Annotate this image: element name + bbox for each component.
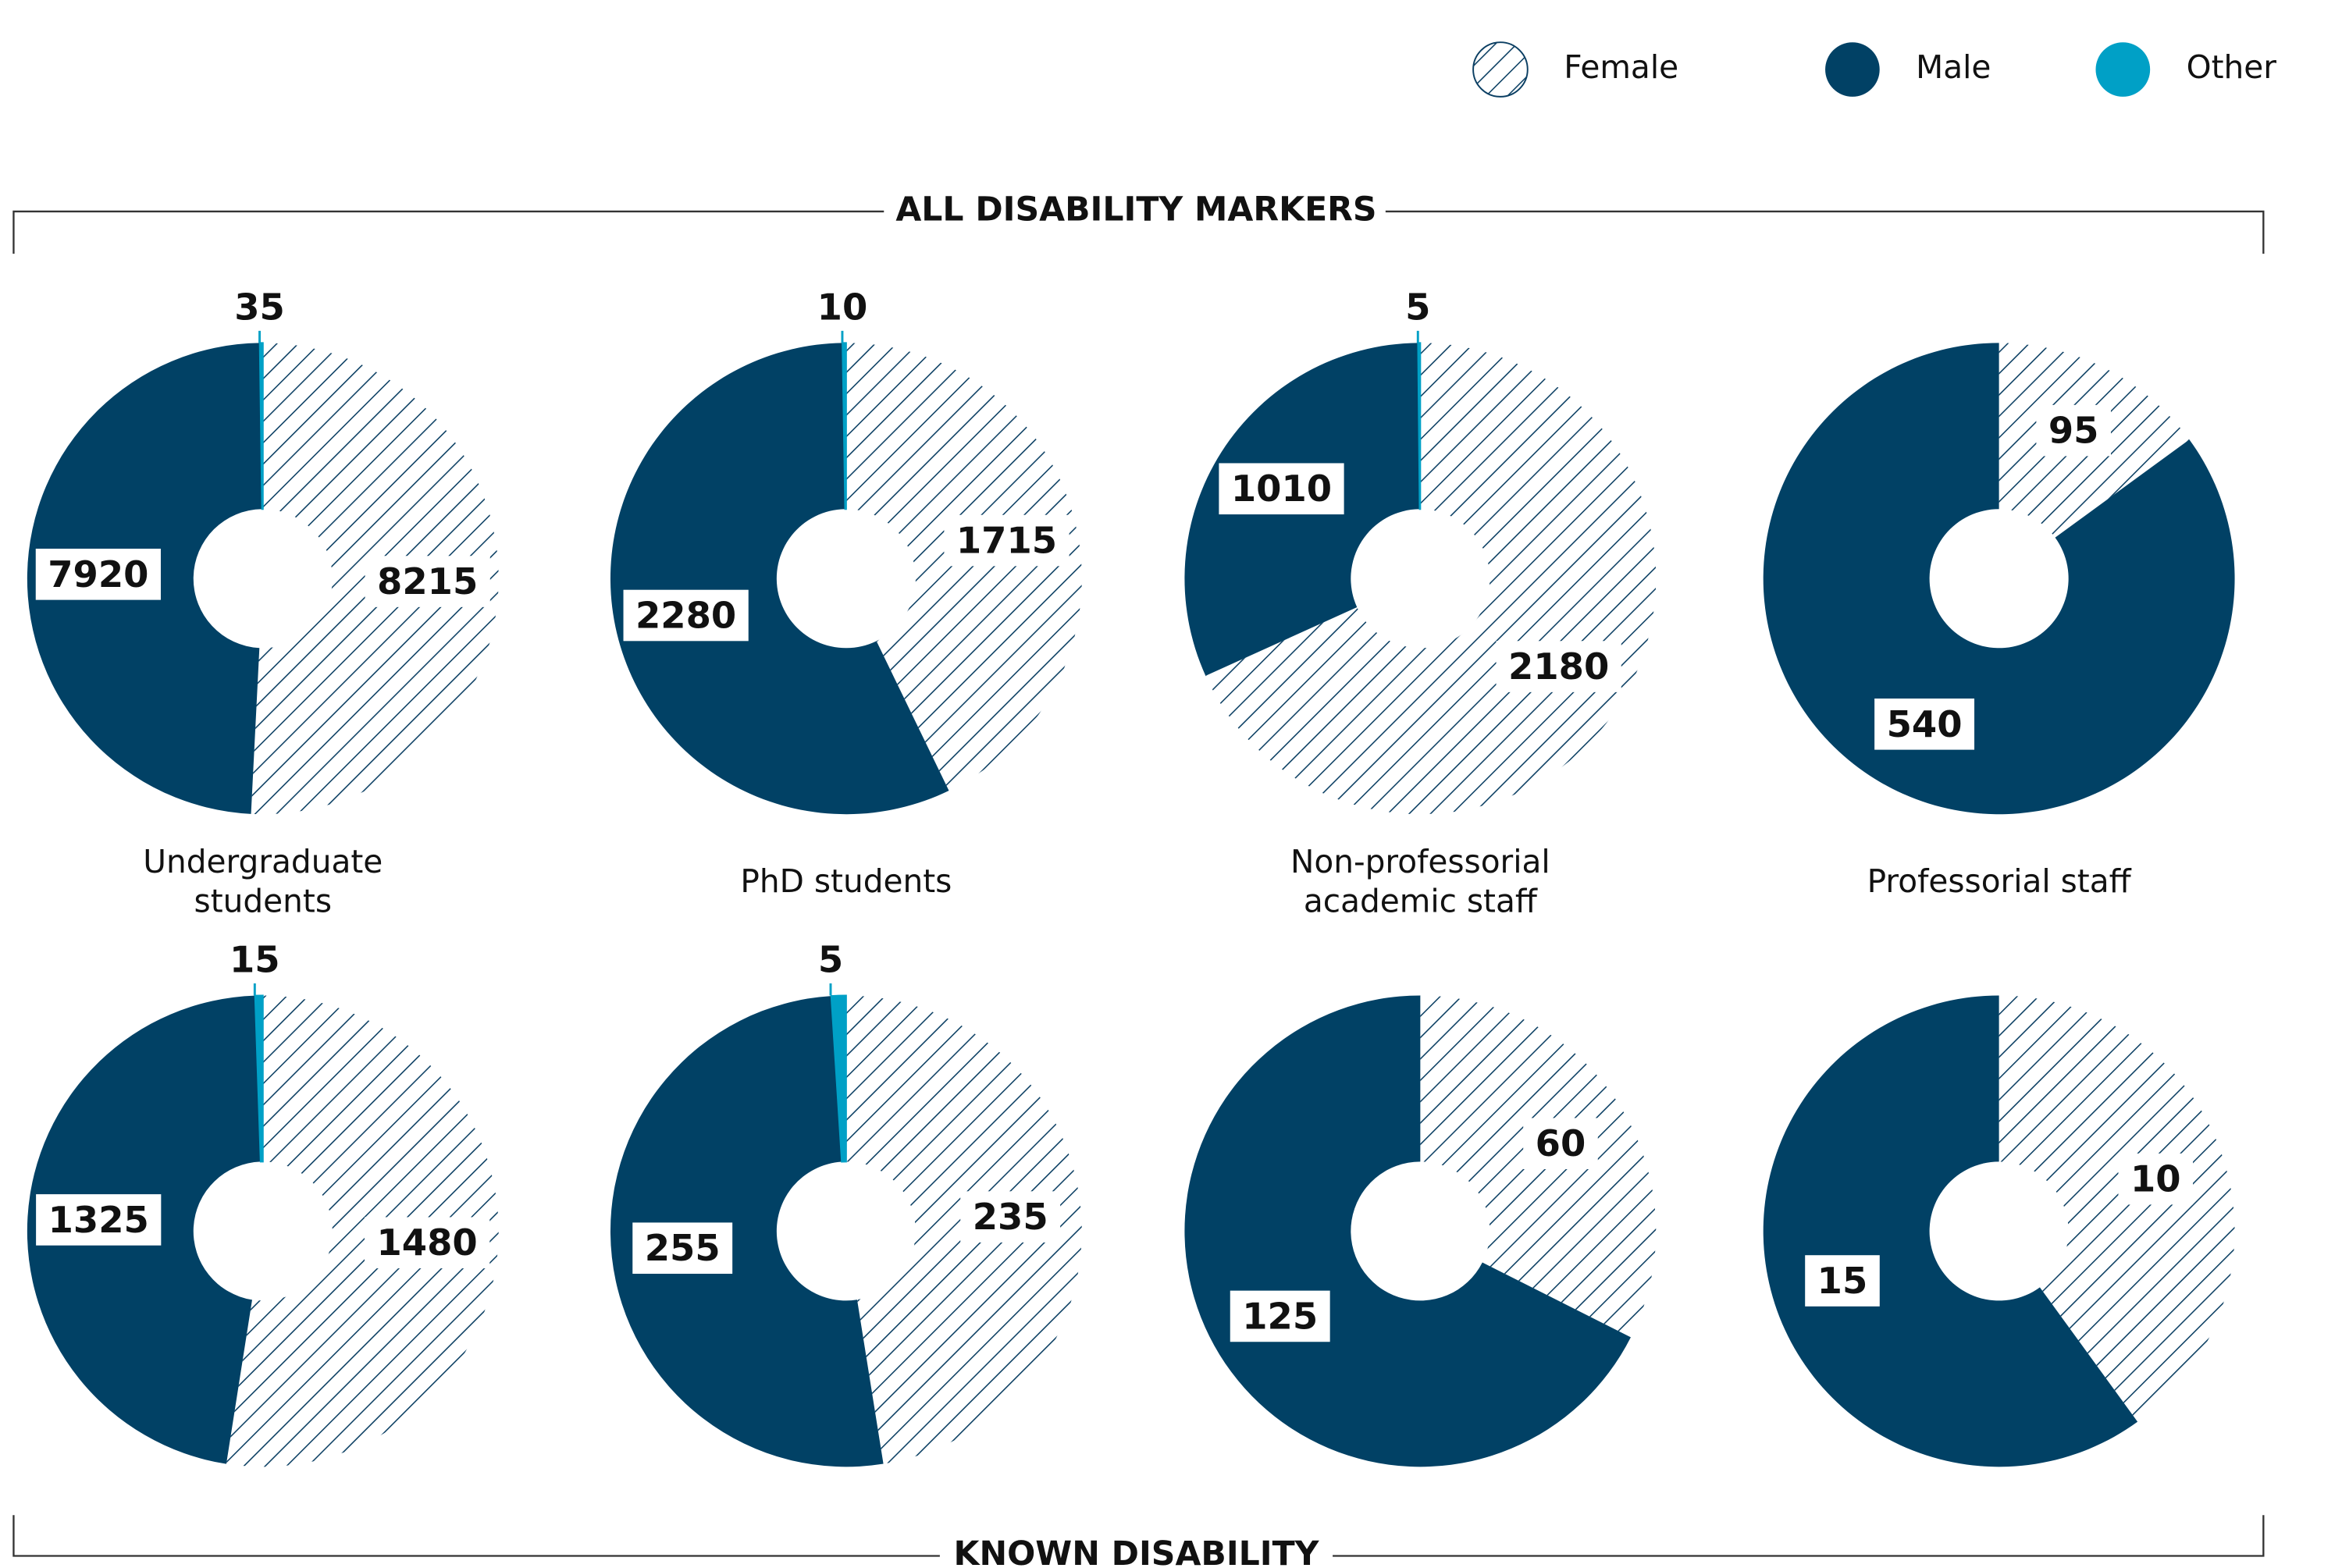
value-label: 8215 bbox=[377, 560, 478, 603]
label-box bbox=[36, 1194, 162, 1246]
frame-bottom bbox=[12, 1515, 2265, 1557]
value-label: 5 bbox=[1405, 286, 1430, 328]
donut-slice bbox=[1763, 343, 2235, 815]
value-label: 15 bbox=[230, 938, 280, 980]
donut-slice bbox=[1205, 343, 1657, 815]
group-label: Professorial staff bbox=[1867, 862, 2132, 900]
donut-slice bbox=[845, 343, 1082, 791]
donut-slice bbox=[830, 994, 847, 1163]
donut-slice bbox=[1999, 995, 2235, 1422]
value-label: 2280 bbox=[635, 594, 736, 636]
legend-label: Other bbox=[2187, 48, 2277, 86]
group-label: Undergraduate bbox=[143, 843, 383, 880]
legend-label: Female bbox=[1564, 48, 1678, 86]
value-label: 35 bbox=[234, 286, 285, 328]
value-label: 235 bbox=[973, 1196, 1048, 1238]
value-label: 255 bbox=[645, 1227, 721, 1269]
value-label: 1010 bbox=[1231, 468, 1332, 510]
value-label: 95 bbox=[2048, 410, 2099, 452]
group-label: Non-professorial bbox=[1290, 843, 1550, 880]
label-box bbox=[2118, 1153, 2194, 1205]
legend-swatch bbox=[2095, 42, 2151, 97]
label-box bbox=[365, 1217, 490, 1269]
donut-slice bbox=[1763, 995, 2138, 1467]
donut-slice bbox=[254, 994, 264, 1163]
label-box bbox=[632, 1222, 733, 1275]
section-title: KNOWN DISABILITY bbox=[953, 1534, 1319, 1568]
donut-slice bbox=[1417, 342, 1422, 510]
value-label: 10 bbox=[817, 286, 868, 328]
legend-swatch bbox=[1825, 42, 1880, 97]
value-label: 1715 bbox=[956, 520, 1057, 562]
value-label: 5 bbox=[818, 938, 843, 980]
label-box bbox=[960, 1191, 1061, 1243]
label-box bbox=[1496, 641, 1621, 692]
label-box bbox=[1230, 1290, 1330, 1342]
value-label: 1480 bbox=[376, 1221, 477, 1264]
label-box bbox=[365, 556, 490, 607]
value-label: 125 bbox=[1242, 1295, 1318, 1337]
donut-slice bbox=[258, 342, 264, 510]
value-label: 7920 bbox=[48, 553, 148, 596]
value-label: 60 bbox=[1536, 1122, 1586, 1164]
section-title: ALL DISABILITY MARKERS bbox=[895, 190, 1376, 229]
group-label: students bbox=[194, 882, 332, 919]
label-box bbox=[35, 549, 161, 600]
donut-slice bbox=[1184, 995, 1631, 1467]
label-box bbox=[623, 589, 749, 642]
label-box bbox=[1523, 1118, 1598, 1170]
legend-swatch bbox=[1472, 41, 1529, 98]
label-box bbox=[1805, 1255, 1880, 1307]
group-label: PhD students bbox=[740, 862, 952, 900]
donut-slice bbox=[610, 343, 949, 815]
donut-slice bbox=[610, 996, 884, 1467]
value-label: 15 bbox=[1817, 1260, 1868, 1302]
value-label: 2180 bbox=[1508, 645, 1609, 688]
legend-label: Male bbox=[1916, 48, 1991, 86]
value-label: 10 bbox=[2130, 1158, 2181, 1200]
frame-top bbox=[12, 210, 2265, 254]
value-label: 1325 bbox=[48, 1199, 149, 1241]
donut-slice bbox=[842, 342, 847, 510]
label-box bbox=[944, 514, 1070, 567]
label-box bbox=[1219, 463, 1344, 515]
donut-slice bbox=[226, 995, 499, 1467]
label-box bbox=[2036, 404, 2111, 457]
group-label: academic staff bbox=[1304, 882, 1538, 919]
label-box bbox=[1874, 698, 1975, 750]
value-label: 540 bbox=[1887, 703, 1963, 745]
